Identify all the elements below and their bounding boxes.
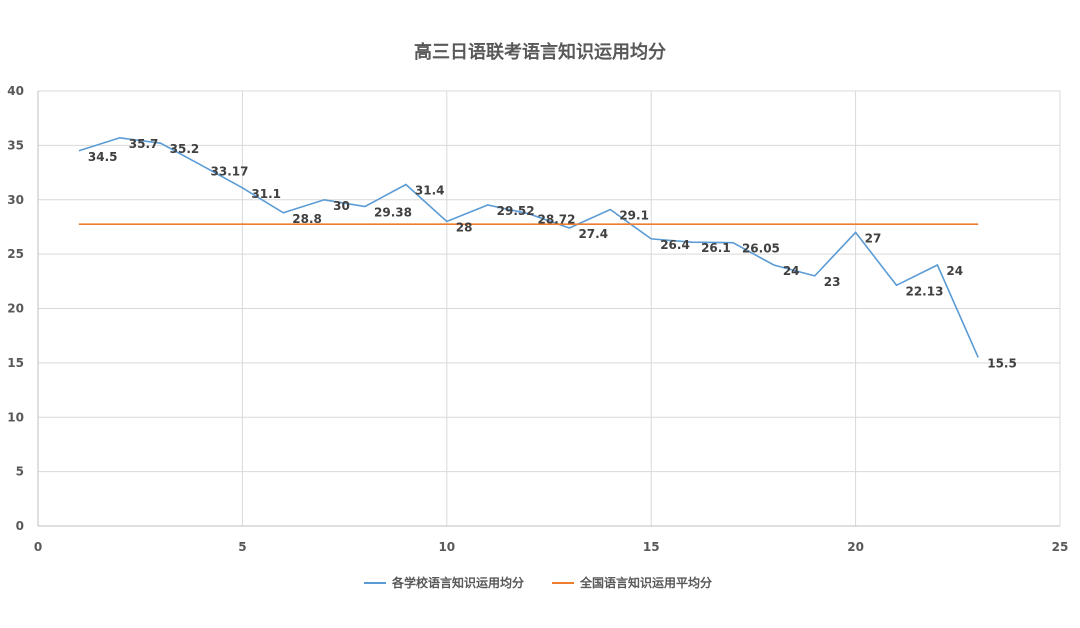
data-label: 31.4 xyxy=(415,184,445,198)
data-label: 29.1 xyxy=(619,209,649,223)
legend-label: 各学校语言知识运用均分 xyxy=(391,575,524,590)
school-average-line xyxy=(78,136,979,358)
data-label: 35.7 xyxy=(129,137,159,151)
chart-title: 高三日语联考语言知识运用均分 xyxy=(414,42,666,63)
data-label: 33.17 xyxy=(211,164,249,178)
data-label: 30 xyxy=(333,199,350,213)
data-label: 29.38 xyxy=(374,205,412,219)
y-tick-label: 35 xyxy=(7,138,24,152)
x-tick-label: 5 xyxy=(238,540,246,554)
y-tick-label: 5 xyxy=(16,465,24,479)
x-tick-label: 0 xyxy=(34,540,42,554)
data-label: 34.5 xyxy=(88,150,118,164)
data-label: 24 xyxy=(946,264,963,278)
y-tick-label: 40 xyxy=(7,84,24,98)
data-label: 27 xyxy=(865,231,882,245)
y-tick-label: 10 xyxy=(7,410,24,424)
x-tick-label: 10 xyxy=(438,540,455,554)
data-label: 35.2 xyxy=(170,142,200,156)
data-label: 26.1 xyxy=(701,241,731,255)
data-label: 26.4 xyxy=(660,238,690,252)
data-label: 26.05 xyxy=(742,242,780,256)
data-label: 15.5 xyxy=(987,356,1017,370)
x-tick-label: 20 xyxy=(847,540,864,554)
data-label: 31.1 xyxy=(251,187,281,201)
data-label: 23 xyxy=(824,275,841,289)
x-tick-label: 25 xyxy=(1052,540,1069,554)
x-tick-label: 15 xyxy=(643,540,660,554)
data-label: 24 xyxy=(783,264,800,278)
data-label: 28 xyxy=(456,221,473,235)
data-label: 28.8 xyxy=(292,212,322,226)
y-tick-label: 15 xyxy=(7,356,24,370)
data-label: 28.72 xyxy=(538,213,576,227)
data-label: 27.4 xyxy=(578,227,608,241)
legend-label: 全国语言知识运用平均分 xyxy=(579,575,712,590)
data-label: 22.13 xyxy=(905,284,943,298)
data-label: 29.52 xyxy=(497,204,535,218)
y-tick-label: 20 xyxy=(7,302,24,316)
y-tick-label: 25 xyxy=(7,247,24,261)
y-tick-label: 30 xyxy=(7,193,24,207)
y-tick-label: 0 xyxy=(16,519,24,533)
